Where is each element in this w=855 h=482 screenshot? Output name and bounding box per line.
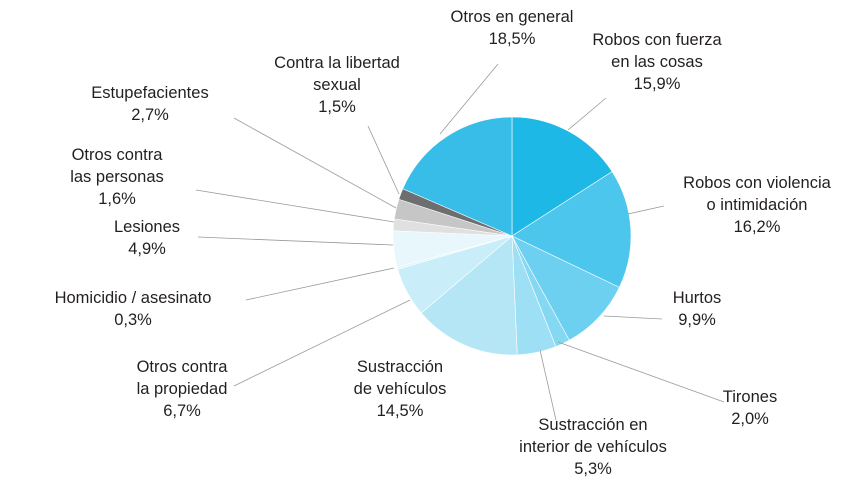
slice-label: Otros en general	[451, 8, 574, 26]
pie-slice	[420, 235, 518, 356]
value-label: 1,5%	[318, 98, 356, 116]
slice-label: Hurtos	[673, 289, 722, 307]
value-label: 2,7%	[131, 106, 169, 124]
value-label: 1,6%	[98, 190, 136, 208]
value-label: 15,9%	[634, 75, 681, 93]
pie-slice	[511, 235, 620, 341]
value-label: 0,3%	[114, 311, 152, 329]
leader-line	[245, 267, 395, 301]
leader-line	[195, 189, 395, 223]
slice-label: Robos con fuerza en las cosas	[592, 31, 722, 71]
pie-slice	[511, 171, 632, 288]
slice-label: Tirones	[723, 388, 777, 406]
slice-label: Lesiones	[114, 218, 180, 236]
slice-label: Contra la libertad sexual	[274, 54, 400, 94]
value-label: 14,5%	[377, 402, 424, 420]
leader-line	[567, 97, 607, 131]
value-label: 16,2%	[734, 218, 781, 236]
leader-line	[233, 117, 397, 209]
value-label: 2,0%	[731, 410, 769, 428]
pie-slice	[402, 116, 513, 237]
slice-label: Sustracción de vehículos	[354, 358, 447, 398]
leader-line	[197, 236, 394, 246]
leader-line	[539, 349, 557, 421]
leader-line	[557, 341, 725, 403]
value-label: 18,5%	[489, 30, 536, 48]
value-label: 4,9%	[128, 240, 166, 258]
pie-slice	[511, 116, 613, 237]
leader-line	[233, 299, 411, 387]
leader-line	[439, 63, 499, 135]
slice-label: Robos con violencia o intimidación	[683, 174, 831, 214]
leader-line	[603, 315, 663, 320]
leader-line	[367, 125, 400, 195]
slice-label: Estupefacientes	[91, 84, 208, 102]
value-label: 6,7%	[163, 402, 201, 420]
slice-label: Otros contra la propiedad	[137, 358, 229, 398]
slice-label: Sustracción en interior de vehículos	[519, 416, 667, 456]
value-label: 5,3%	[574, 460, 612, 478]
value-label: 9,9%	[678, 311, 716, 329]
slice-label: Homicidio / asesinato	[55, 289, 212, 307]
leader-line	[627, 205, 665, 215]
slice-label: Otros contra las personas	[70, 146, 164, 186]
